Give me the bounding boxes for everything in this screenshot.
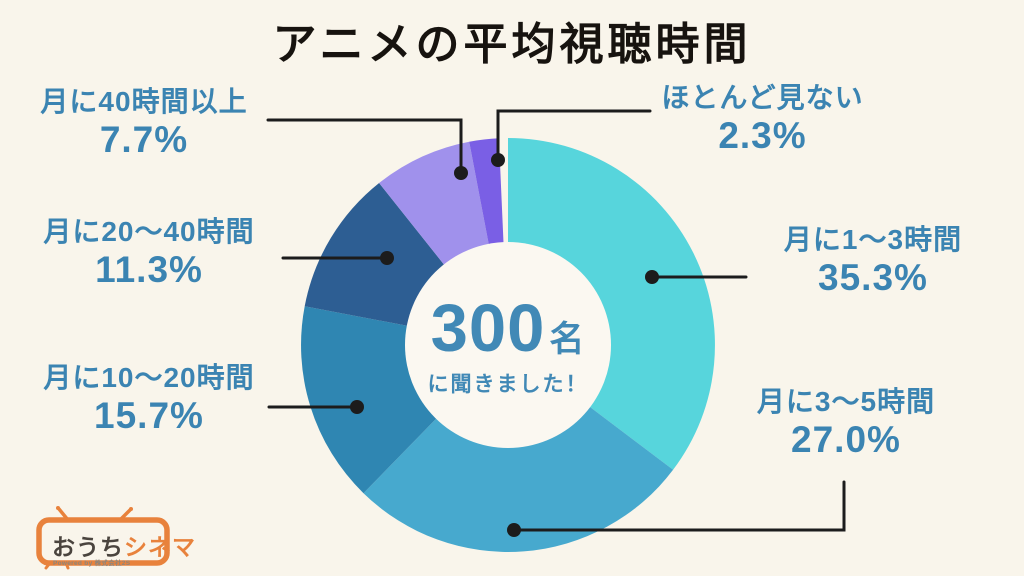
leader-dot-0 xyxy=(645,270,659,284)
slice-percentage: 2.3% xyxy=(718,115,807,157)
leader-dot-5 xyxy=(491,153,505,167)
slice-label: 月に1〜3時間 xyxy=(783,224,963,255)
brand-name-accent: シネマ xyxy=(124,534,196,560)
brand-name-main: おうち xyxy=(52,534,124,560)
respondent-count-unit: 名 xyxy=(549,320,586,359)
callout-1-3-hours: 月に1〜3時間 35.3% xyxy=(753,224,993,301)
leader-line-4 xyxy=(266,118,463,175)
brand-logo: おうちシネマ Powered by 株式会社2S xyxy=(36,505,226,573)
leader-dot-1 xyxy=(507,523,521,537)
respondent-count-caption: に聞きました！ xyxy=(427,373,589,396)
leader-line-1 xyxy=(512,480,846,532)
callout-hardly-watch: ほとんど見ない 2.3% xyxy=(640,82,885,159)
callout-3-5-hours: 月に3〜5時間 27.0% xyxy=(723,386,969,463)
respondent-count-value: 300 xyxy=(430,291,546,366)
powered-by-text: Powered by 株式会社2S xyxy=(53,560,131,567)
leader-dot-2 xyxy=(350,400,364,414)
brand-name: おうちシネマ xyxy=(52,528,196,562)
slice-percentage: 7.7% xyxy=(99,119,189,161)
slice-percentage: 11.3% xyxy=(95,249,203,291)
slice-label: 月に3〜5時間 xyxy=(756,386,936,417)
donut-center-label: 300 名 に聞きました！ xyxy=(398,295,618,398)
tv-icon xyxy=(36,506,170,570)
slice-label: 月に40時間以上 xyxy=(40,86,248,117)
respondent-count: 300 名 xyxy=(398,295,618,362)
slice-percentage: 27.0% xyxy=(791,419,901,461)
slice-percentage: 35.3% xyxy=(818,257,928,299)
leader-line-5 xyxy=(496,109,652,162)
slice-label: ほとんど見ない xyxy=(661,82,864,113)
callout-over-40-hours: 月に40時間以上 7.7% xyxy=(16,86,272,163)
leader-dot-4 xyxy=(454,166,468,180)
slice-percentage: 15.7% xyxy=(94,395,204,437)
leader-dot-3 xyxy=(380,251,394,265)
callout-10-20-hours: 月に10〜20時間 15.7% xyxy=(14,362,284,439)
slice-label: 月に10〜20時間 xyxy=(43,362,255,393)
slice-label: 月に20〜40時間 xyxy=(43,216,255,247)
callout-20-40-hours: 月に20〜40時間 11.3% xyxy=(14,216,284,293)
chart-title: アニメの平均視聴時間 xyxy=(272,20,752,69)
